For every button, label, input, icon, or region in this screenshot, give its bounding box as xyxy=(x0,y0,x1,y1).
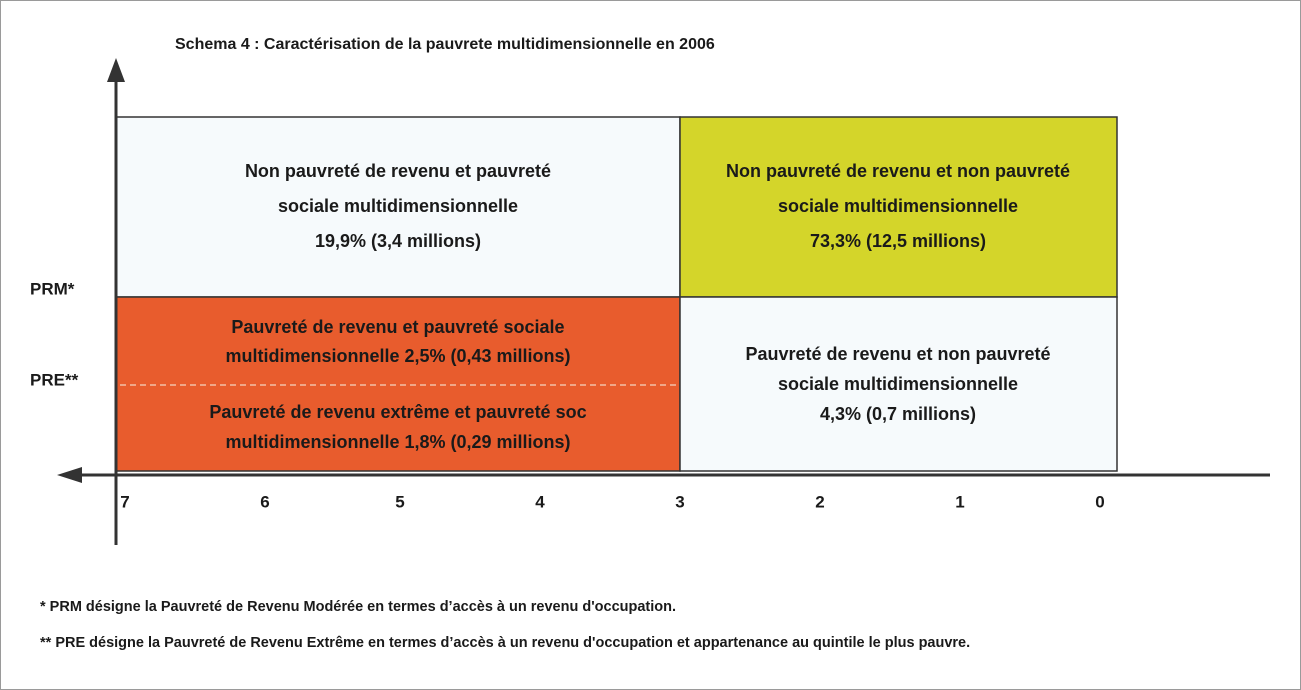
x-tick-label: 5 xyxy=(395,492,404,511)
cell-text: sociale multidimensionnelle xyxy=(778,374,1018,394)
x-tick-label: 6 xyxy=(260,492,269,511)
cell-text: Non pauvreté de revenu et non pauvreté xyxy=(726,161,1070,181)
y-arrow xyxy=(107,58,125,82)
cell-text: Non pauvreté de revenu et pauvreté xyxy=(245,161,551,181)
cell-text: Pauvreté de revenu extrême et pauvreté s… xyxy=(209,402,586,422)
x-tick-label: 3 xyxy=(675,492,684,511)
cell-text: sociale multidimensionnelle xyxy=(278,196,518,216)
y-label: PRE** xyxy=(30,370,79,389)
title: Schema 4 : Caractérisation de la pauvret… xyxy=(175,36,715,53)
cell-text: 73,3% (12,5 millions) xyxy=(810,231,986,251)
cell-box xyxy=(679,296,1118,472)
cell-text: 4,3% (0,7 millions) xyxy=(820,404,976,424)
cell-text: multidimensionnelle 1,8% (0,29 millions) xyxy=(225,432,570,452)
cell-text: multidimensionnelle 2,5% (0,43 millions) xyxy=(225,346,570,366)
cell-text: Pauvreté de revenu et pauvreté sociale xyxy=(231,317,564,337)
cell-text: Pauvreté de revenu et non pauvreté xyxy=(745,344,1050,364)
cell-box xyxy=(115,116,681,298)
x-arrow xyxy=(57,467,82,483)
cell-box xyxy=(679,116,1118,298)
cell-text: sociale multidimensionnelle xyxy=(778,196,1018,216)
x-tick-label: 4 xyxy=(535,492,545,511)
x-tick-label: 1 xyxy=(955,492,964,511)
cell-box xyxy=(115,296,681,472)
x-tick-label: 0 xyxy=(1095,492,1104,511)
x-tick-label: 7 xyxy=(120,492,129,511)
footnote: * PRM désigne la Pauvreté de Revenu Modé… xyxy=(40,599,676,615)
x-tick-label: 2 xyxy=(815,492,824,511)
cell-text: 19,9% (3,4 millions) xyxy=(315,231,481,251)
footnote: ** PRE désigne la Pauvreté de Revenu Ext… xyxy=(40,635,970,651)
y-label: PRM* xyxy=(30,279,75,298)
